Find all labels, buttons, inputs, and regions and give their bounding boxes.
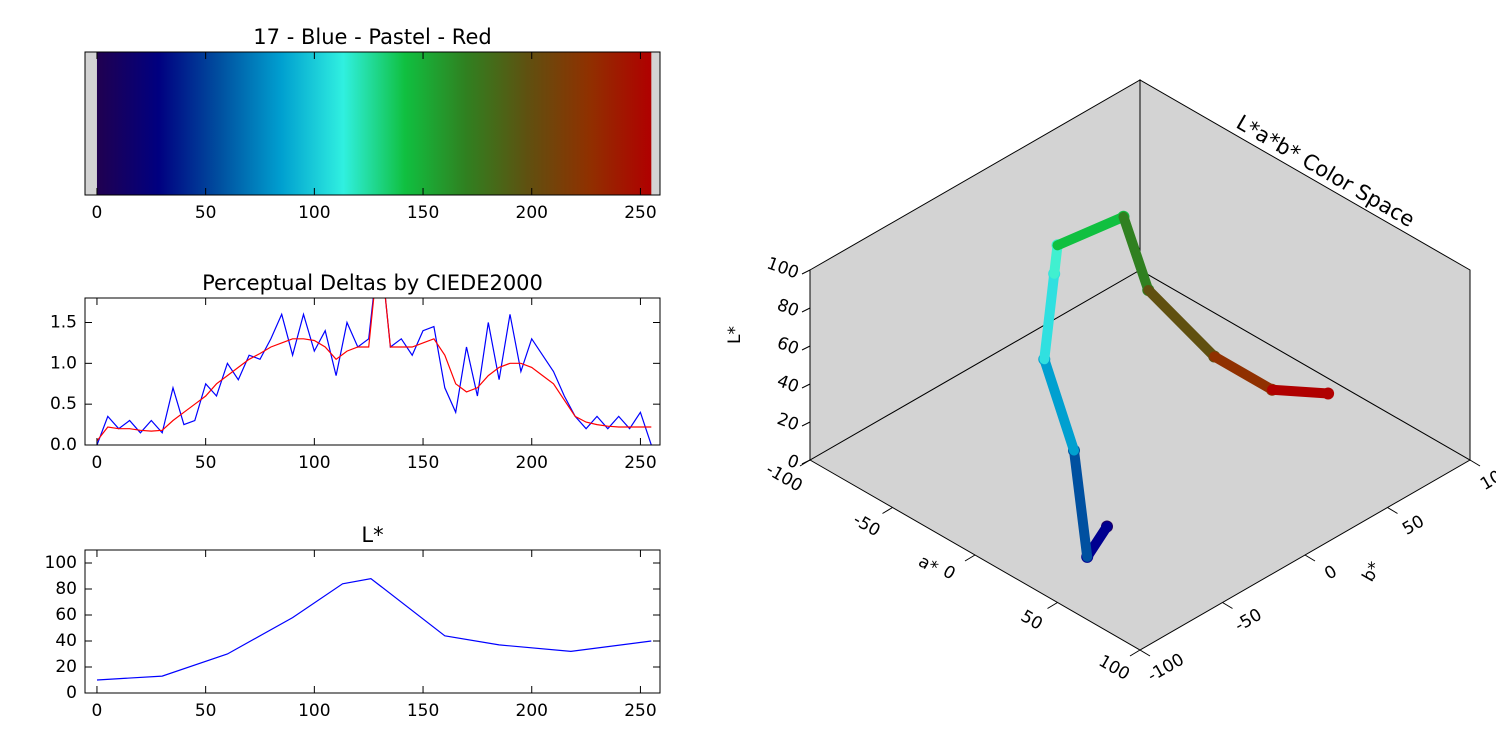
- x-tick-label: -100: [762, 460, 805, 497]
- y-tick-label: 1.0: [50, 353, 77, 373]
- x-tick-label: 150: [407, 203, 439, 223]
- z-tick: [801, 421, 811, 427]
- x-tick-label: 100: [1095, 651, 1133, 685]
- colorbar: [96, 52, 652, 195]
- x-tick-label: 50: [195, 203, 217, 223]
- chart-title: 17 - Blue - Pastel - Red: [253, 25, 491, 49]
- y-tick-label: 80: [55, 579, 77, 599]
- x-tick-label: 50: [195, 701, 217, 721]
- frame: [84, 549, 661, 694]
- curve-segment: [1143, 284, 1220, 362]
- curve-segment: [1118, 211, 1154, 295]
- curve-segment: [1209, 351, 1277, 395]
- z-tick-label: 0: [784, 451, 801, 473]
- z-tick: [801, 459, 811, 465]
- line-series: [96, 298, 652, 442]
- y-tick-label: 40: [55, 631, 77, 651]
- x-tick-label: 200: [516, 203, 548, 223]
- z-tick-label: 80: [774, 295, 801, 321]
- x-tick-label: 100: [298, 203, 330, 223]
- x-tick-label: 100: [298, 701, 330, 721]
- x-tick-label: 0: [92, 203, 103, 223]
- x-tick-label: 50: [195, 453, 217, 473]
- line-series: [96, 298, 652, 445]
- chart-title: Perceptual Deltas by CIEDE2000: [202, 271, 543, 295]
- point: [1322, 387, 1335, 400]
- y-tick-label: 1.5: [50, 313, 77, 333]
- x-tick-label: 0: [92, 453, 103, 473]
- y-axis-label: b*: [1359, 559, 1386, 586]
- y-tick-label: -100: [1144, 650, 1187, 687]
- x-axis-label: a*: [915, 552, 941, 579]
- y-tick: [1222, 602, 1233, 609]
- z-tick-label: 60: [774, 333, 801, 359]
- z-tick: [801, 307, 811, 313]
- y-tick-label: 0: [1321, 562, 1340, 585]
- x-tick-label: 0: [939, 562, 958, 585]
- line-series: [96, 577, 652, 681]
- curve-segment: [1052, 211, 1129, 251]
- y-tick-label: 50: [1399, 511, 1428, 539]
- x-tick-label: -50: [849, 510, 883, 541]
- x-tick: [964, 554, 976, 562]
- wall: [1139, 79, 1471, 461]
- frame: [84, 297, 661, 446]
- y-tick-label: 100: [45, 553, 77, 573]
- y-tick-label: 0.0: [50, 435, 77, 455]
- chart-title: L*: [361, 523, 383, 547]
- x-tick-label: 200: [516, 701, 548, 721]
- curve-segment: [1039, 268, 1060, 365]
- z-tick-label: 100: [764, 254, 801, 284]
- x-tick-label: 150: [407, 701, 439, 721]
- x-tick: [1047, 602, 1058, 609]
- z-tick: [801, 383, 811, 389]
- x-tick-label: 200: [516, 453, 548, 473]
- y-tick-label: 20: [55, 657, 77, 677]
- x-tick-label: 0: [92, 701, 103, 721]
- y-tick: [1304, 554, 1316, 562]
- y-tick: [1387, 507, 1398, 514]
- y-tick-label: 60: [55, 605, 77, 625]
- y-tick: [1469, 459, 1481, 467]
- y-tick: [1139, 649, 1151, 657]
- x-tick-label: 250: [624, 203, 656, 223]
- z-axis-label: L*: [725, 326, 745, 344]
- curve-segment: [1267, 384, 1334, 399]
- x-tick: [882, 507, 893, 514]
- x-tick: [1129, 649, 1141, 657]
- y-tick-label: 0.5: [50, 394, 77, 414]
- z-tick: [801, 269, 811, 275]
- z-tick-label: 20: [774, 409, 801, 435]
- y-tick-label: 0: [66, 683, 77, 703]
- x-tick-label: 100: [298, 453, 330, 473]
- curve-segment: [1069, 445, 1093, 562]
- y-tick-label: -50: [1231, 605, 1265, 636]
- x-tick-label: 50: [1017, 606, 1046, 634]
- frame: [84, 51, 661, 196]
- curve-segment: [1039, 354, 1079, 456]
- x-tick-label: 150: [407, 453, 439, 473]
- x-tick-label: 250: [624, 453, 656, 473]
- x-tick-label: 250: [624, 701, 656, 721]
- z-tick: [801, 345, 811, 351]
- z-tick-label: 40: [774, 371, 801, 397]
